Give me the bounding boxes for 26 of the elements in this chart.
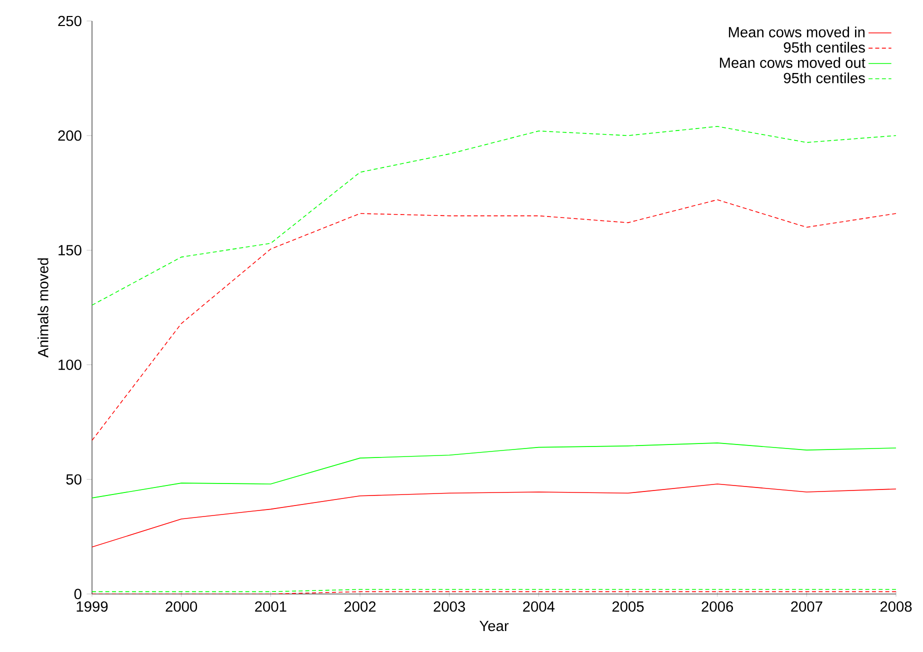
legend-label: 95th centiles [784, 72, 865, 84]
line-series [92, 442, 896, 498]
y-tick-label: 150 [58, 245, 82, 256]
x-axis-title: Year [480, 620, 509, 632]
x-tick-label: 2005 [612, 601, 644, 612]
x-tick-label: 1999 [76, 601, 108, 612]
y-axis-title: Animals moved [38, 258, 48, 358]
line-series [92, 484, 896, 548]
legend-label: Mean cows moved in [728, 26, 865, 38]
x-tick-label: 2002 [344, 601, 376, 612]
x-tick-label: 2008 [880, 601, 912, 612]
y-tick-label: 100 [58, 360, 82, 370]
y-tick-label: 200 [58, 130, 82, 141]
y-tick-label: 0 [74, 588, 82, 600]
y-tick-label: 250 [58, 16, 82, 26]
legend-label: 95th centiles [784, 42, 865, 53]
x-tick-label: 2003 [434, 601, 465, 612]
line-series [92, 126, 896, 306]
x-tick-label: 2000 [166, 601, 198, 612]
legend-label: Mean cows moved out [720, 57, 866, 68]
y-tick-label: 50 [66, 474, 82, 485]
x-tick-label: 2004 [523, 601, 555, 612]
x-tick-label: 2007 [791, 601, 822, 612]
x-tick-label: 2001 [255, 601, 286, 612]
line-series [92, 199, 896, 441]
x-tick-label: 2006 [702, 601, 733, 612]
